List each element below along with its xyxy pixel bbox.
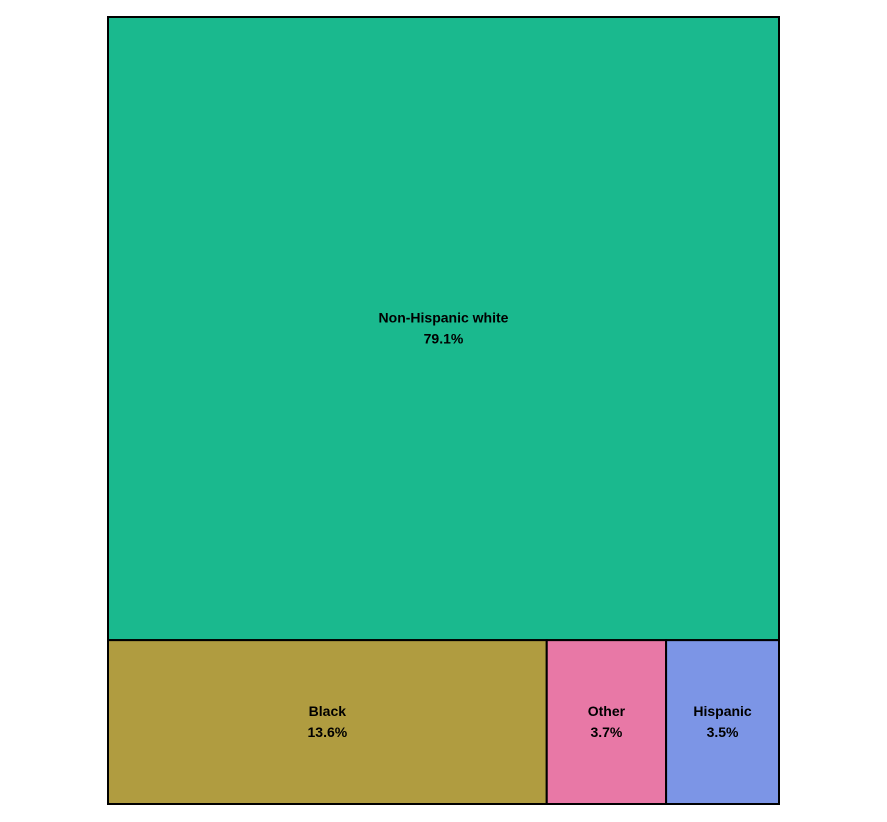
tile-value-black: 13.6% (308, 724, 348, 740)
tile-label-other: Other (588, 703, 626, 719)
tile-value-hispanic: 3.5% (707, 724, 739, 740)
treemap-labels: Non-Hispanic white 79.1% Black 13.6% Other 3.… (308, 310, 752, 741)
tile-label-non-hispanic-white: Non-Hispanic white (379, 310, 509, 326)
tile-black (107, 639, 548, 805)
tile-label-hispanic: Hispanic (693, 703, 752, 719)
tile-value-non-hispanic-white: 79.1% (424, 331, 464, 347)
tile-value-other: 3.7% (590, 724, 622, 740)
tile-non-hispanic-white (107, 16, 780, 642)
treemap-tiles (107, 16, 781, 805)
tile-hispanic (665, 639, 781, 805)
tile-label-black: Black (309, 703, 347, 719)
tile-other (545, 639, 668, 805)
